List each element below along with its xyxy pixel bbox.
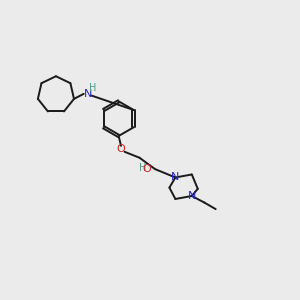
Text: N: N bbox=[171, 172, 180, 182]
Text: O: O bbox=[117, 144, 125, 154]
Text: N: N bbox=[188, 191, 196, 201]
Text: O: O bbox=[142, 164, 152, 174]
Text: H: H bbox=[139, 163, 146, 172]
Text: H: H bbox=[89, 83, 96, 93]
Text: N: N bbox=[84, 89, 92, 99]
